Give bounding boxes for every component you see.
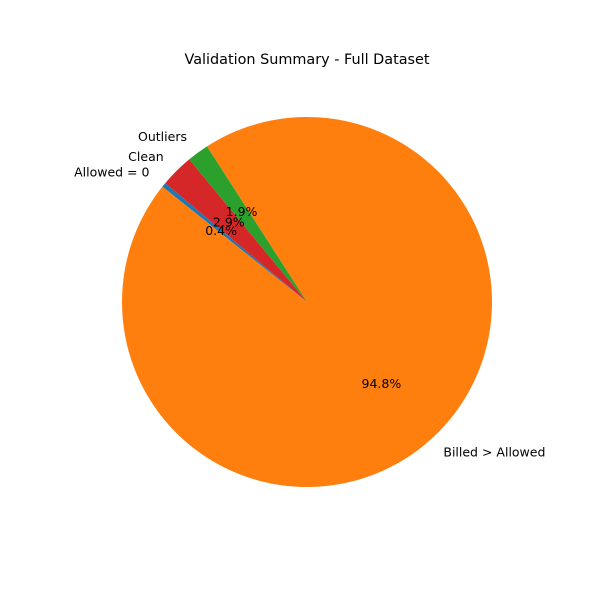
slice-billed-allowed	[121, 117, 492, 488]
chart-title: Validation Summary - Full Dataset	[184, 52, 429, 68]
slice-pct-allowed-0: 0.4%	[205, 223, 237, 238]
slice-clean	[165, 159, 307, 302]
slice-label-outliers: Outliers	[138, 129, 187, 144]
slice-pct-clean: 2.9%	[213, 215, 245, 230]
slice-allowed-0	[162, 183, 307, 302]
pie-labels: Allowed = 0 0.4% Billed > Allowed 94.8% Outl…	[74, 129, 545, 459]
slice-pct-outliers: 1.9%	[226, 204, 258, 219]
slice-outliers	[189, 146, 307, 302]
slice-pct-billed-allowed: 94.8%	[362, 376, 402, 391]
slice-label-allowed-0: Allowed = 0	[74, 165, 149, 180]
slice-label-clean: Clean	[128, 149, 163, 164]
slice-label-billed-allowed: Billed > Allowed	[443, 445, 545, 460]
pie-slices	[121, 117, 492, 488]
